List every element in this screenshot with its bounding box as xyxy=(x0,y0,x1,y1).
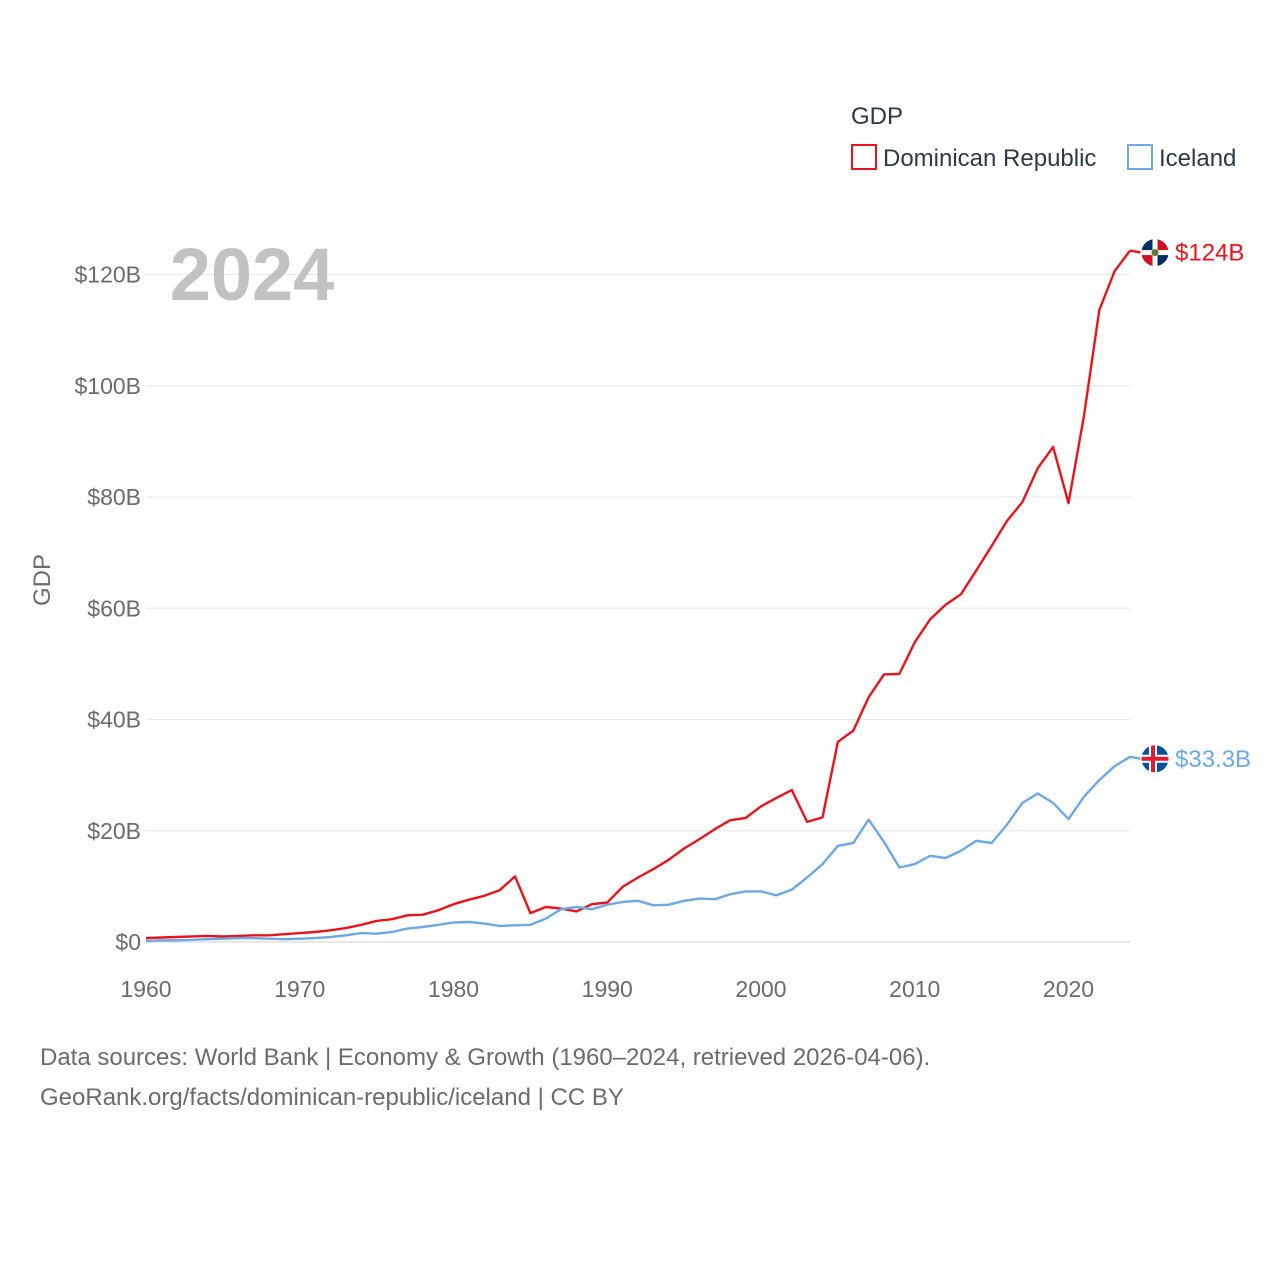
legend: GDP Dominican Republic Iceland xyxy=(851,103,1236,172)
grid-lines xyxy=(146,274,1130,943)
x-tick-label: 1990 xyxy=(582,976,633,1002)
y-axis-label: GDP xyxy=(29,554,56,606)
x-tick-label: 2000 xyxy=(735,976,786,1002)
y-tick-label: $40B xyxy=(87,707,141,733)
y-tick-label: $100B xyxy=(74,373,141,399)
x-tick-label: 2010 xyxy=(889,976,940,1002)
legend-label: Dominican Republic xyxy=(883,145,1096,172)
x-tick-label: 1980 xyxy=(428,976,479,1002)
y-tick-label: $0 xyxy=(115,929,141,955)
x-tick-label: 1960 xyxy=(120,976,171,1002)
y-tick-label: $120B xyxy=(74,262,141,288)
x-axis-tick-labels: 1960 1970 1980 1990 2000 2010 2020 xyxy=(120,976,1094,1002)
year-watermark: 2024 xyxy=(170,233,335,316)
legend-swatch xyxy=(851,144,877,170)
series-end-value-label: $33.3B xyxy=(1175,746,1251,773)
series-line xyxy=(145,755,1131,943)
series-end-markers: $124B $33.3B xyxy=(1129,238,1251,774)
series-line xyxy=(145,249,1131,940)
legend-label: Iceland xyxy=(1159,145,1236,172)
x-tick-label: 2020 xyxy=(1043,976,1094,1002)
y-tick-label: $80B xyxy=(87,484,141,510)
x-tick-label: 1970 xyxy=(274,976,325,1002)
legend-title: GDP xyxy=(851,103,903,130)
y-tick-label: $60B xyxy=(87,595,141,621)
series-end-value-label: $124B xyxy=(1175,240,1244,267)
series-lines xyxy=(145,249,1131,943)
y-axis-tick-labels: $0 $20B $40B $60B $80B $100B $120B xyxy=(74,262,141,956)
iceland-flag-icon xyxy=(1140,744,1170,774)
dominican-republic-flag-icon xyxy=(1140,238,1170,268)
leader-line xyxy=(1129,755,1142,760)
data-sources-text: Data sources: World Bank | Economy & Gro… xyxy=(40,1044,931,1071)
legend-swatch xyxy=(1127,144,1153,170)
leader-line xyxy=(1129,249,1142,254)
y-tick-label: $20B xyxy=(87,818,141,844)
source-url-text: GeoRank.org/facts/dominican-republic/ice… xyxy=(40,1084,624,1111)
